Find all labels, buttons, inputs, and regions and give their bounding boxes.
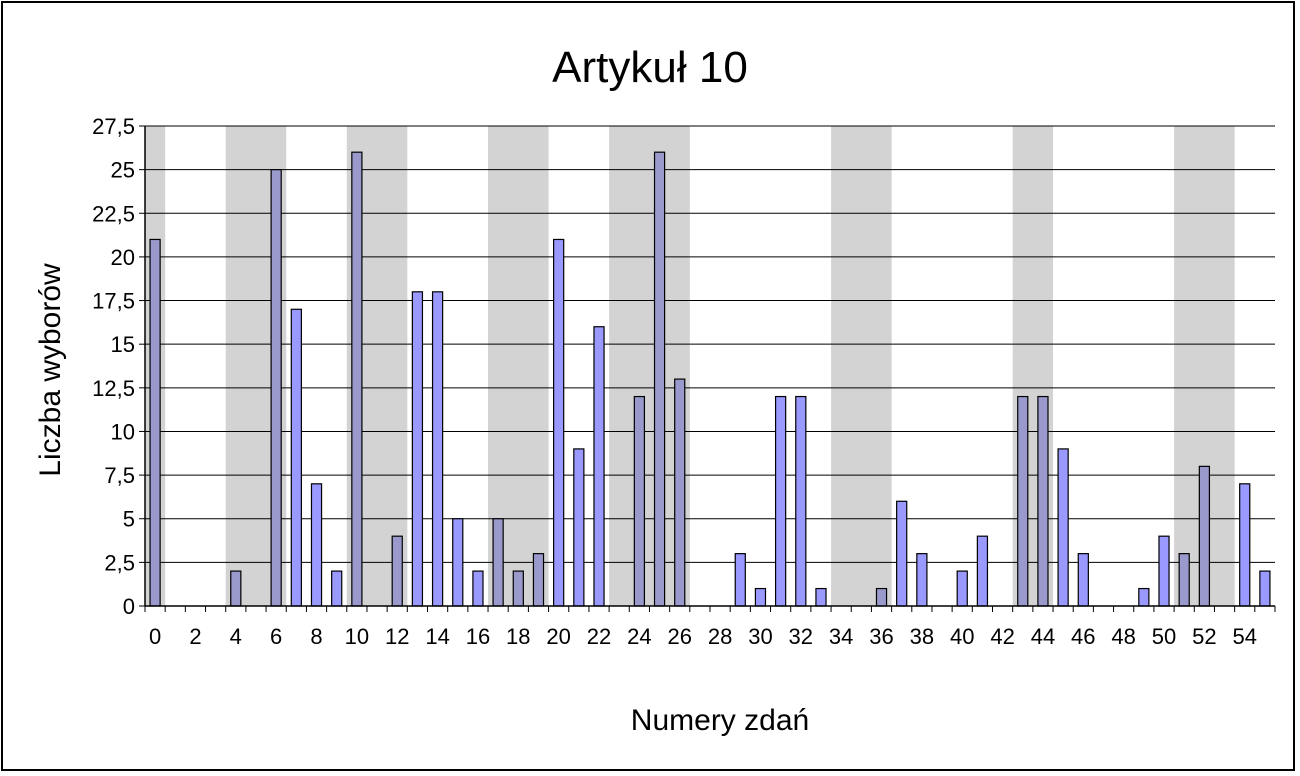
y-tick-label: 10: [111, 419, 135, 444]
x-tick-label: 4: [230, 624, 242, 649]
bar: [452, 518, 464, 607]
x-tick-label: 24: [627, 624, 651, 649]
bar: [754, 587, 767, 607]
bar: [1037, 395, 1049, 607]
bar: [472, 570, 484, 607]
x-tick-label: 26: [667, 624, 691, 649]
x-tick-label: 34: [829, 624, 853, 649]
y-tick-label: 5: [123, 507, 135, 532]
bar: [976, 535, 989, 607]
y-tick-label: 12,5: [92, 376, 135, 401]
bar: [1158, 535, 1170, 607]
bar: [1178, 553, 1190, 607]
bar: [411, 291, 424, 607]
x-tick-label: 0: [149, 624, 161, 649]
shade-bands: [145, 126, 1235, 606]
bars: [149, 151, 1271, 607]
y-tick-label: 7,5: [104, 463, 135, 488]
bar: [1077, 553, 1089, 607]
x-tick-label: 6: [270, 624, 282, 649]
bar: [331, 570, 343, 607]
x-tick-label: 38: [910, 624, 934, 649]
bar: [391, 535, 403, 607]
y-tick-label: 2,5: [104, 550, 135, 575]
chart-title: Artykuł 10: [552, 43, 748, 92]
y-tick-label: 0: [123, 594, 135, 619]
x-tick-label: 30: [748, 624, 772, 649]
bar: [351, 151, 363, 607]
bar: [230, 570, 242, 607]
x-tick-label: 52: [1192, 624, 1216, 649]
x-tick-label: 28: [708, 624, 732, 649]
y-tick-label: 27,5: [92, 114, 135, 139]
bar: [734, 553, 746, 607]
x-tick-labels: 0 2 4 6 8 10 12 14 16 18 20 22 24 26 28 30 32 34 36 38 40 42 4…: [149, 624, 1257, 649]
x-tick-label: 48: [1111, 624, 1135, 649]
bar: [270, 169, 282, 607]
bar: [512, 570, 524, 607]
x-tick-label: 54: [1232, 624, 1256, 649]
x-tick-label: 12: [385, 624, 409, 649]
x-tick-label: 14: [425, 624, 449, 649]
bar: [290, 308, 302, 607]
x-tick-label: 32: [789, 624, 813, 649]
bar: [310, 483, 323, 607]
x-tick-label: 8: [310, 624, 322, 649]
y-tick-labels: 0 2,5 5 7,5 10 12,5 15 17,5 20 22,5 25 27,5: [92, 114, 135, 619]
x-tick-label: 44: [1031, 624, 1055, 649]
bar: [532, 553, 545, 607]
x-tick-label: 2: [189, 624, 201, 649]
bar: [593, 326, 605, 607]
bar: [1259, 570, 1271, 607]
bar: [1017, 395, 1029, 607]
bar: [553, 238, 565, 607]
x-tick-label: 36: [869, 624, 893, 649]
bar: [956, 570, 968, 607]
bar: [896, 500, 908, 607]
x-tick-label: 10: [345, 624, 369, 649]
x-tick-label: 42: [990, 624, 1014, 649]
bar: [1138, 587, 1150, 607]
y-tick-label: 15: [111, 332, 135, 357]
bar: [653, 151, 666, 607]
y-tick-label: 20: [111, 245, 135, 270]
bar: [1239, 483, 1251, 607]
bar: [149, 238, 161, 607]
x-tick-label: 16: [466, 624, 490, 649]
bar: [633, 395, 646, 607]
bar: [774, 395, 787, 607]
y-tick-label: 22,5: [92, 201, 135, 226]
bar: [815, 587, 827, 607]
x-tick-label: 18: [506, 624, 530, 649]
axes: [139, 125, 1276, 612]
bar: [916, 553, 928, 607]
bar: [1198, 465, 1211, 607]
x-axis-label: Numery zdań: [631, 704, 809, 737]
bar: [492, 518, 504, 607]
y-tick-label: 25: [111, 158, 135, 183]
bar: [795, 395, 807, 607]
x-tick-label: 46: [1071, 624, 1095, 649]
x-tick-label: 22: [587, 624, 611, 649]
bar: [573, 448, 585, 607]
bar: [1057, 448, 1069, 607]
gridlines: [145, 125, 1275, 563]
bar: [674, 378, 686, 607]
x-tick-label: 40: [950, 624, 974, 649]
y-axis-label: Liczba wyborów: [34, 263, 67, 477]
y-tick-label: 17,5: [92, 289, 135, 314]
bar: [875, 587, 888, 607]
x-tick-label: 20: [546, 624, 570, 649]
shade-band: [831, 126, 892, 606]
bar: [431, 291, 444, 607]
x-tick-label: 50: [1152, 624, 1176, 649]
